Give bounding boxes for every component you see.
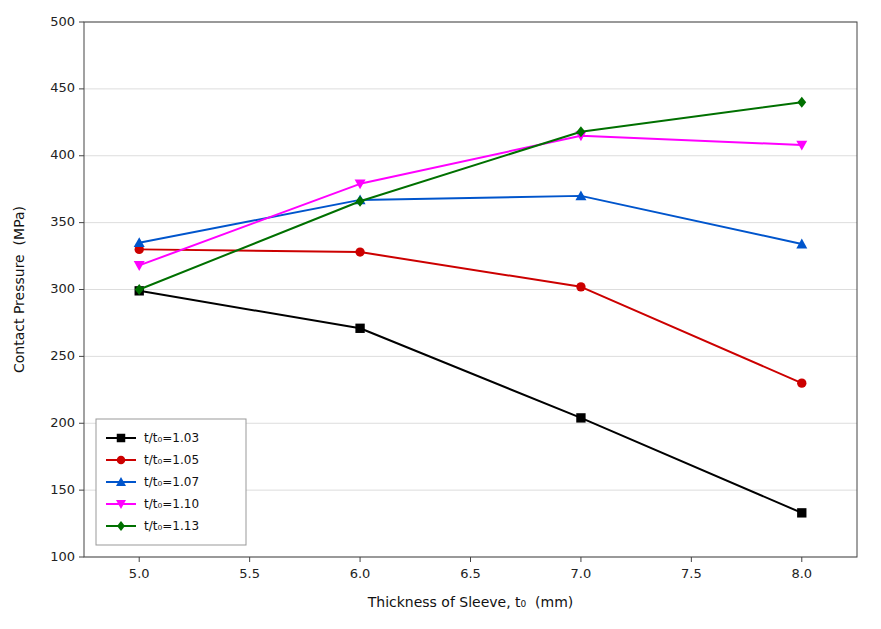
background	[0, 0, 881, 629]
tick-label: 6.5	[460, 566, 481, 581]
tick-mark	[360, 557, 361, 562]
legend-marker	[117, 521, 125, 531]
marker	[796, 239, 807, 249]
marker	[575, 190, 586, 200]
tick-mark	[139, 557, 140, 562]
tick-mark	[580, 557, 581, 562]
tick-mark	[79, 490, 84, 491]
grid-line	[84, 155, 857, 156]
tick-label: 150	[50, 482, 75, 497]
tick-label: 5.0	[129, 566, 150, 581]
series	[134, 190, 808, 248]
tick-label: 450	[50, 80, 75, 95]
legend-label: t/t₀=1.07	[144, 475, 199, 489]
tick-mark	[79, 222, 84, 223]
tick-label: 400	[50, 147, 75, 162]
grid-line	[84, 222, 857, 223]
legend-marker	[116, 477, 126, 486]
marker	[355, 179, 366, 189]
line	[139, 136, 802, 266]
tick-label: 250	[50, 348, 75, 363]
tick-mark	[801, 557, 802, 562]
legend-marker	[117, 456, 126, 465]
grid	[84, 22, 857, 557]
series	[135, 245, 807, 388]
tick-label: 500	[50, 14, 75, 29]
marker	[797, 508, 806, 517]
grid-line	[84, 88, 857, 89]
legend-label: t/t₀=1.13	[144, 519, 199, 533]
tick-mark	[79, 356, 84, 357]
x-axis-label: Thickness of Sleeve, t₀ (mm)	[367, 594, 574, 610]
tick-mark	[691, 557, 692, 562]
tick-label: 5.5	[239, 566, 260, 581]
plot-frame	[84, 22, 857, 557]
marker	[355, 247, 364, 256]
tick-mark	[79, 289, 84, 290]
tick-label: 7.5	[681, 566, 702, 581]
marker	[134, 237, 145, 247]
marker	[134, 261, 145, 271]
tick-mark	[79, 22, 84, 23]
tick-label: 7.0	[571, 566, 592, 581]
axes: 100 150 200 250 300 350 400 450 500 5.0 5.5 6.0 6.5 7…	[50, 14, 857, 582]
legend: t/t₀=1.03 t/t₀=1.05 t/t₀=1.07 t/t₀=1.10 t/t₀…	[96, 419, 246, 545]
tick-label: 200	[50, 415, 75, 430]
tick-label: 6.0	[350, 566, 371, 581]
tick-label: 350	[50, 214, 75, 229]
legend-marker	[116, 500, 126, 509]
tick-mark	[79, 88, 84, 89]
tick-mark	[79, 423, 84, 424]
marker	[355, 324, 364, 333]
tick-mark	[79, 155, 84, 156]
tick-mark	[470, 557, 471, 562]
line	[139, 102, 802, 289]
legend-label: t/t₀=1.03	[144, 431, 199, 445]
legend-label: t/t₀=1.05	[144, 453, 199, 467]
line	[139, 249, 802, 383]
marker	[797, 97, 806, 108]
tick-label: 100	[50, 549, 75, 564]
y-axis-label: Contact Pressure (MPa)	[11, 206, 27, 373]
legend-label: t/t₀=1.10	[144, 497, 199, 511]
series	[135, 97, 806, 295]
marker	[356, 196, 365, 207]
marker	[135, 284, 144, 295]
line	[139, 196, 802, 244]
series	[134, 131, 808, 271]
tick-mark	[79, 557, 84, 558]
legend-marker	[117, 434, 126, 443]
chart: 100 150 200 250 300 350 400 450 500 5.0 5.5 6.0 6.5 7…	[0, 0, 881, 629]
tick-label: 300	[50, 281, 75, 296]
grid-line	[84, 289, 857, 290]
legend-box	[96, 419, 246, 545]
marker	[796, 141, 807, 151]
marker	[576, 282, 585, 291]
tick-label: 8.0	[791, 566, 812, 581]
marker	[797, 378, 806, 387]
tick-mark	[249, 557, 250, 562]
marker	[577, 126, 586, 137]
marker	[576, 413, 585, 422]
